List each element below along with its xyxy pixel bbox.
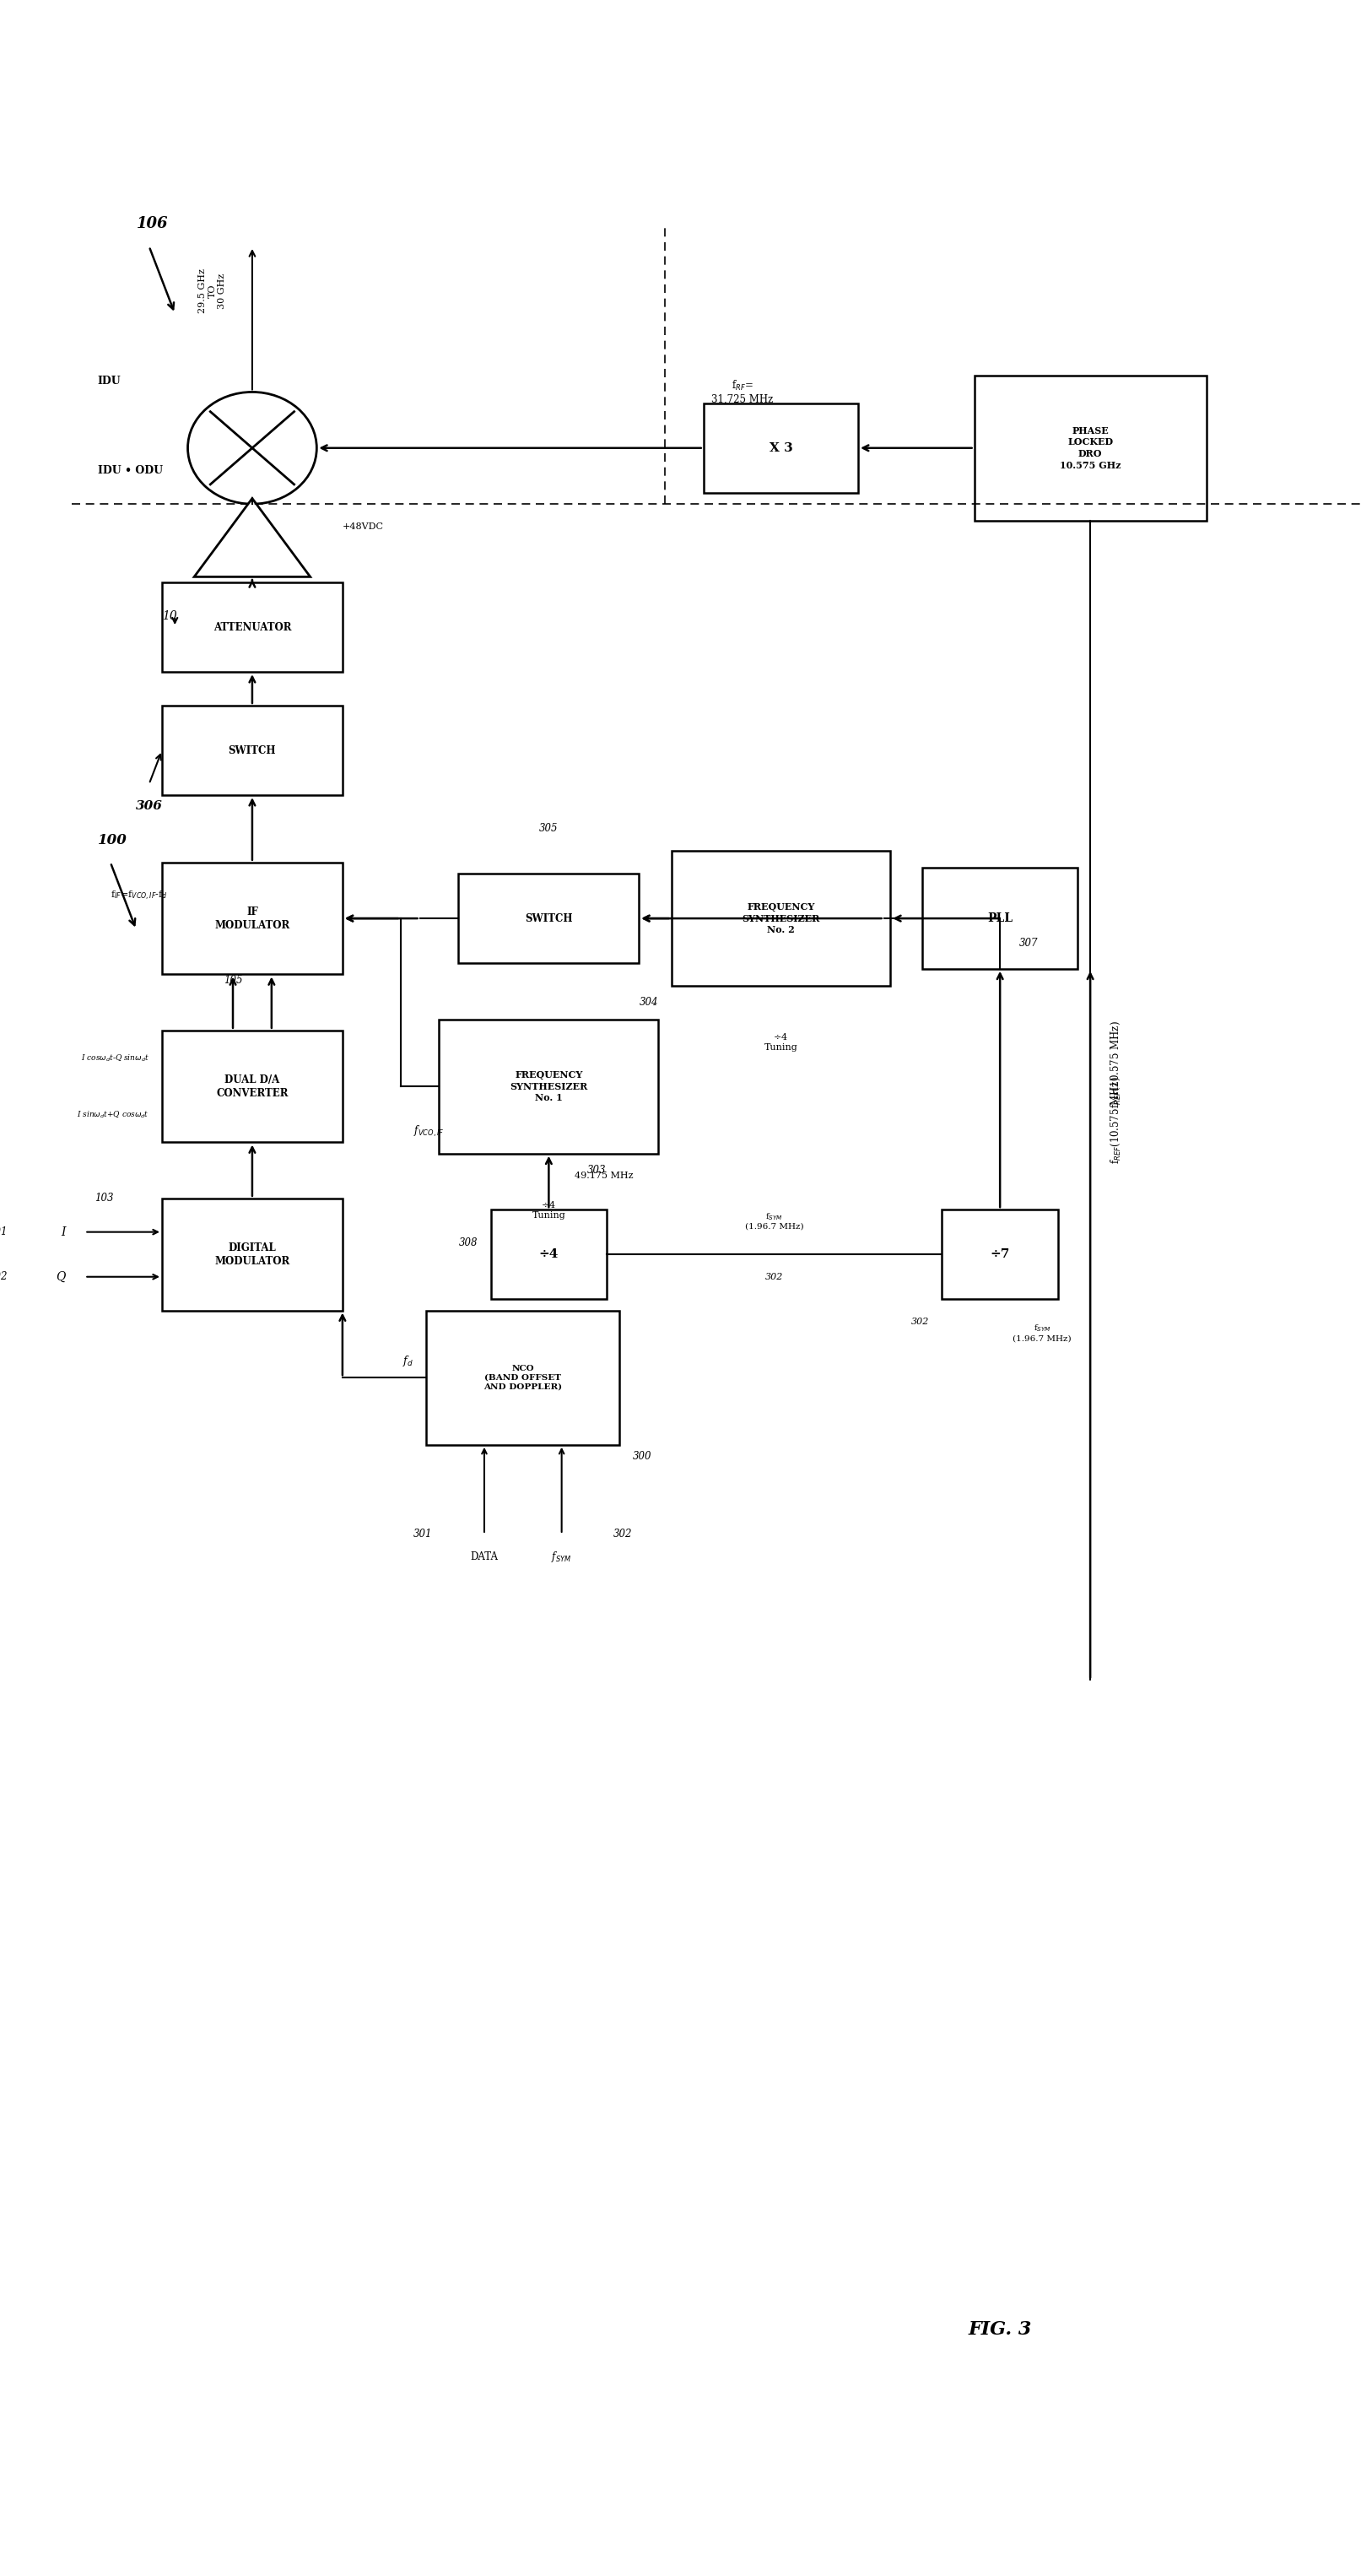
Bar bbox=[942, 1211, 1057, 1298]
Text: 49.175 MHz: 49.175 MHz bbox=[574, 1172, 633, 1180]
Text: FREQUENCY
SYNTHESIZER
No. 1: FREQUENCY SYNTHESIZER No. 1 bbox=[510, 1069, 588, 1103]
Bar bbox=[162, 706, 343, 796]
Text: 106: 106 bbox=[136, 216, 167, 232]
Text: 304: 304 bbox=[640, 997, 659, 1007]
Text: IDU: IDU bbox=[98, 376, 121, 386]
Text: FIG. 3: FIG. 3 bbox=[968, 2321, 1032, 2339]
Bar bbox=[491, 1211, 607, 1298]
Text: f$_d$: f$_d$ bbox=[403, 1352, 414, 1368]
Text: f$_{SYM}$
(1.96.7 MHz): f$_{SYM}$ (1.96.7 MHz) bbox=[1013, 1324, 1071, 1342]
Text: 102: 102 bbox=[0, 1273, 7, 1283]
Text: DIGITAL
MODULATOR: DIGITAL MODULATOR bbox=[215, 1242, 290, 1267]
Text: f$_{SYM}$: f$_{SYM}$ bbox=[551, 1551, 572, 1564]
Text: 10: 10 bbox=[162, 611, 177, 621]
Text: 307: 307 bbox=[1019, 938, 1038, 948]
Bar bbox=[162, 863, 343, 974]
Text: 29.5 GHz
TO
30 GHz: 29.5 GHz TO 30 GHz bbox=[199, 268, 226, 314]
Text: f$_{VCO,IF}$: f$_{VCO,IF}$ bbox=[414, 1123, 444, 1139]
Text: 100: 100 bbox=[98, 832, 127, 848]
Text: 103: 103 bbox=[94, 1193, 113, 1203]
Bar bbox=[162, 1030, 343, 1141]
Text: Q: Q bbox=[56, 1270, 65, 1283]
Text: I cos$\omega_d$t-Q sin$\omega_d$t: I cos$\omega_d$t-Q sin$\omega_d$t bbox=[80, 1054, 150, 1064]
Bar bbox=[162, 1198, 343, 1311]
Text: I: I bbox=[61, 1226, 65, 1239]
Text: 301: 301 bbox=[414, 1530, 433, 1540]
Bar bbox=[426, 1311, 619, 1445]
Text: ÷7: ÷7 bbox=[991, 1249, 1010, 1260]
Text: ÷4: ÷4 bbox=[539, 1249, 558, 1260]
Text: 101: 101 bbox=[0, 1226, 7, 1236]
Text: 305: 305 bbox=[539, 824, 558, 835]
Text: NCO
(BAND OFFSET
AND DOPPLER): NCO (BAND OFFSET AND DOPPLER) bbox=[483, 1365, 562, 1391]
Text: $\div$4
Tuning: $\div$4 Tuning bbox=[532, 1200, 566, 1218]
Text: f$_{RF}$=
31,725 MHz: f$_{RF}$= 31,725 MHz bbox=[712, 379, 773, 404]
Polygon shape bbox=[195, 497, 310, 577]
Text: IDU • ODU: IDU • ODU bbox=[98, 464, 162, 477]
Text: PLL: PLL bbox=[987, 912, 1013, 925]
Text: SWITCH: SWITCH bbox=[229, 744, 276, 755]
Text: DATA: DATA bbox=[471, 1551, 498, 1561]
Bar bbox=[440, 1020, 659, 1154]
Text: f$_{SYM}$
(1.96.7 MHz): f$_{SYM}$ (1.96.7 MHz) bbox=[744, 1211, 804, 1231]
Bar bbox=[974, 376, 1206, 520]
Text: +48VDC: +48VDC bbox=[343, 523, 384, 531]
Text: ATTENUATOR: ATTENUATOR bbox=[214, 621, 291, 634]
Text: 302: 302 bbox=[911, 1316, 930, 1327]
Text: f$_{REF}$(10.575 MHz): f$_{REF}$(10.575 MHz) bbox=[1109, 1020, 1123, 1108]
Text: 300: 300 bbox=[633, 1450, 652, 1461]
Text: f$_{IF}$=f$_{VCO,IF}$-f$_d$: f$_{IF}$=f$_{VCO,IF}$-f$_d$ bbox=[110, 889, 167, 902]
Text: $\div$4
Tuning: $\div$4 Tuning bbox=[764, 1030, 798, 1051]
Text: IF
MODULATOR: IF MODULATOR bbox=[215, 907, 290, 930]
Text: FREQUENCY
SYNTHESIZER
No. 2: FREQUENCY SYNTHESIZER No. 2 bbox=[742, 902, 819, 935]
Text: SWITCH: SWITCH bbox=[525, 912, 573, 925]
Text: 308: 308 bbox=[459, 1236, 478, 1249]
Text: X 3: X 3 bbox=[769, 443, 792, 453]
Text: 302: 302 bbox=[614, 1530, 633, 1540]
Text: 105: 105 bbox=[223, 974, 242, 987]
Text: 306: 306 bbox=[136, 801, 163, 811]
Text: I sin$\omega_d$t+Q cos$\omega_d$t: I sin$\omega_d$t+Q cos$\omega_d$t bbox=[78, 1110, 150, 1121]
Bar bbox=[923, 868, 1078, 969]
Text: PHASE
LOCKED
DRO
10.575 GHz: PHASE LOCKED DRO 10.575 GHz bbox=[1060, 425, 1121, 469]
Text: 303: 303 bbox=[588, 1164, 607, 1175]
Bar bbox=[704, 404, 859, 492]
Bar bbox=[671, 850, 890, 987]
Text: f$_{REF}$(10.575 MHz): f$_{REF}$(10.575 MHz) bbox=[1109, 1077, 1123, 1164]
Text: DUAL D/A
CONVERTER: DUAL D/A CONVERTER bbox=[216, 1074, 289, 1097]
Bar bbox=[162, 582, 343, 672]
Bar bbox=[459, 873, 640, 963]
Text: 302: 302 bbox=[765, 1273, 784, 1280]
